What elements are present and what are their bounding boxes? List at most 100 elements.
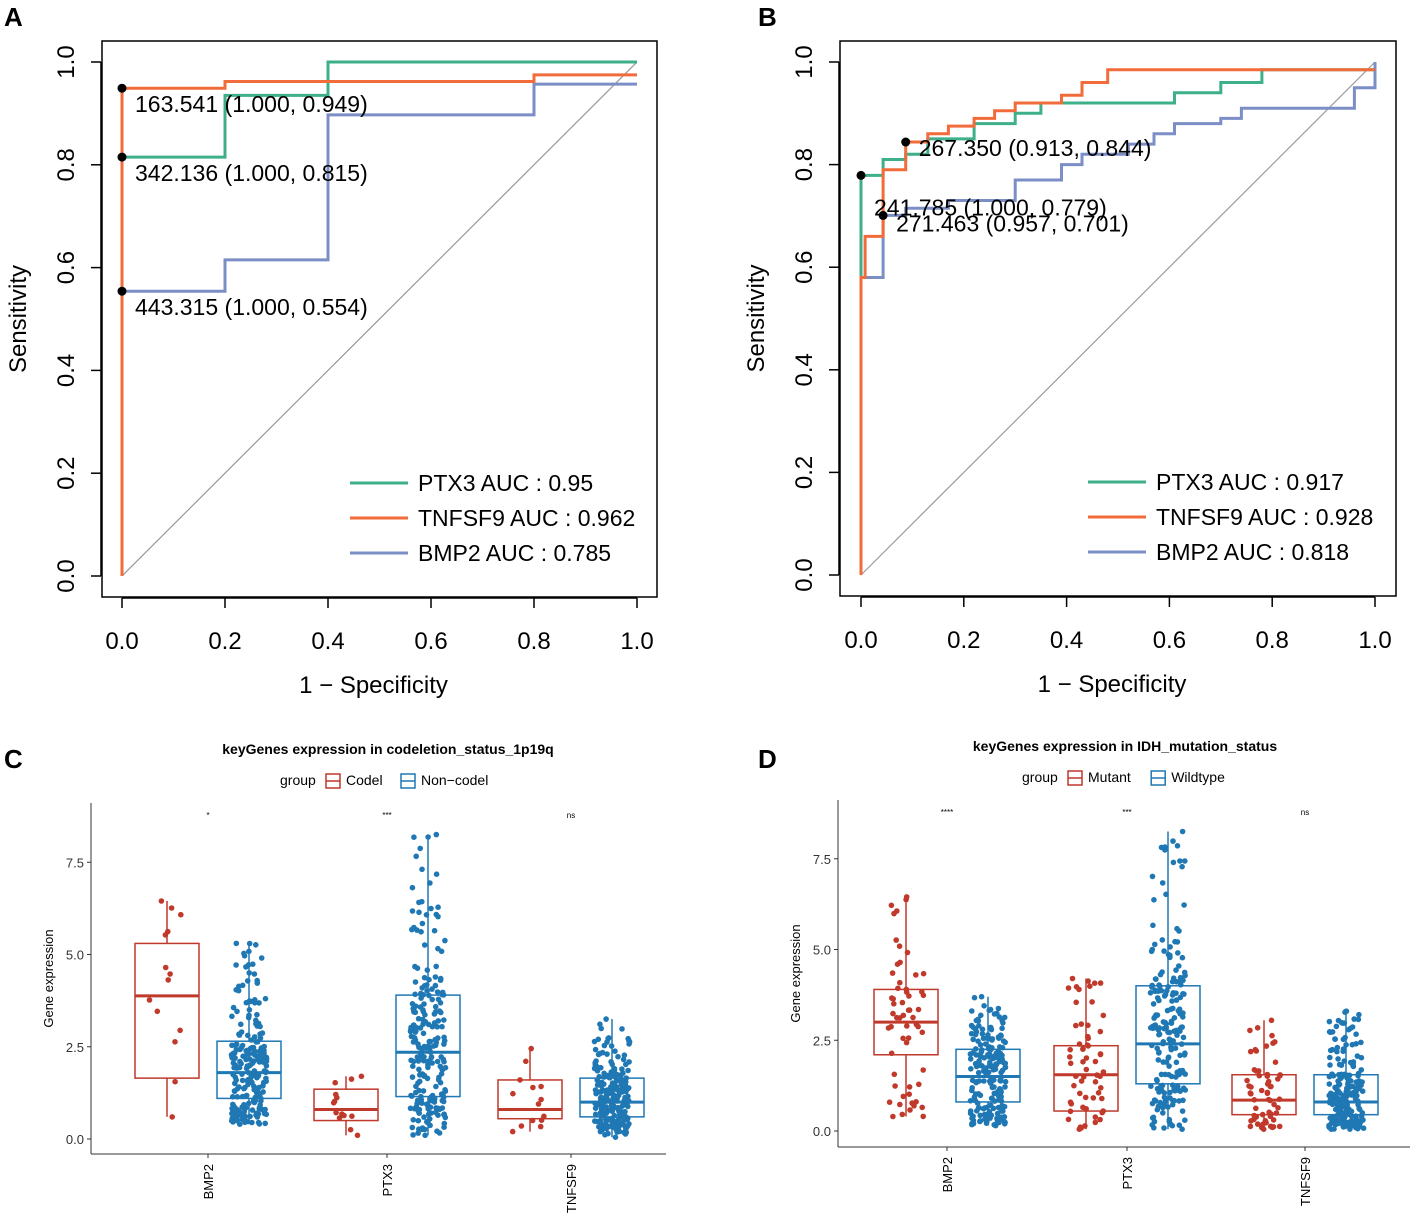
jitter-points (509, 1045, 547, 1135)
data-point (1100, 1069, 1107, 1075)
data-point (439, 991, 446, 998)
data-point (897, 1101, 903, 1108)
data-point (1000, 1038, 1007, 1044)
data-point (1167, 1089, 1173, 1096)
data-point (906, 993, 912, 999)
y-tick-label: 0.0 (53, 559, 80, 592)
data-point (596, 1089, 602, 1095)
data-point (1161, 948, 1167, 954)
data-point (421, 1001, 427, 1007)
data-point (418, 1054, 425, 1060)
data-point (253, 942, 259, 948)
data-point (1001, 1118, 1008, 1125)
data-point (411, 1009, 417, 1015)
data-point (603, 1016, 609, 1022)
legend-label: Mutant (1088, 769, 1131, 785)
data-point (422, 1018, 429, 1025)
data-point (998, 1098, 1005, 1104)
data-point (619, 1089, 626, 1095)
data-point (1353, 1113, 1359, 1119)
data-point (1073, 999, 1079, 1006)
data-point (968, 1030, 975, 1037)
data-point (1172, 938, 1178, 945)
threshold-point (878, 210, 888, 220)
data-point (234, 1086, 241, 1092)
x-tick-label: 0.6 (1153, 627, 1186, 654)
data-point (1002, 1084, 1008, 1090)
data-point (993, 1061, 1000, 1068)
panel-label-a: A (4, 2, 23, 32)
data-point (333, 1109, 339, 1116)
data-point (412, 963, 418, 970)
data-point (172, 1078, 178, 1085)
data-point (1180, 1097, 1186, 1104)
data-point (987, 1044, 993, 1051)
data-point (248, 1075, 254, 1081)
data-point (596, 1124, 602, 1130)
data-point (162, 932, 169, 938)
y-axis-label: Gene expression (788, 924, 803, 1022)
data-point (1078, 1125, 1084, 1131)
data-point (422, 1126, 428, 1133)
x-tick-label: 0.8 (517, 628, 550, 655)
data-point (432, 1009, 439, 1015)
data-point (229, 1115, 236, 1121)
data-point (1148, 1083, 1154, 1089)
data-point (1155, 1057, 1162, 1063)
data-point (354, 1132, 361, 1139)
data-point (1353, 1041, 1359, 1047)
data-point (1327, 1054, 1333, 1061)
data-point (1268, 1017, 1275, 1024)
data-point (978, 993, 985, 1000)
data-point (415, 1041, 421, 1047)
data-point (162, 964, 169, 971)
data-point (1170, 1005, 1176, 1012)
data-point (1176, 1122, 1183, 1128)
data-point (432, 1109, 439, 1116)
data-point (417, 1049, 424, 1056)
data-point (970, 1050, 976, 1056)
data-point (1169, 1082, 1176, 1088)
data-point (421, 1114, 427, 1120)
data-point (1332, 1036, 1338, 1042)
data-point (438, 948, 445, 955)
data-point (415, 1015, 422, 1022)
data-point (230, 1055, 236, 1061)
data-point (621, 1052, 628, 1058)
data-point (1067, 1108, 1074, 1115)
data-point (612, 1048, 618, 1054)
x-tick-label: 0.4 (311, 628, 344, 655)
data-point (971, 994, 978, 1001)
data-point (347, 1126, 354, 1133)
data-point (613, 1074, 619, 1081)
data-point (1166, 1063, 1172, 1069)
data-point (1343, 1042, 1349, 1048)
data-point (1078, 1021, 1085, 1027)
data-point (987, 1115, 993, 1121)
data-point (1154, 1077, 1160, 1084)
data-point (987, 1036, 993, 1042)
data-point (411, 834, 417, 840)
data-point (241, 1101, 247, 1108)
data-point (433, 911, 440, 918)
data-point (603, 1110, 610, 1117)
data-point (530, 1084, 536, 1091)
legend-label: PTX3 AUC : 0.917 (1156, 469, 1344, 495)
data-point (262, 1120, 269, 1127)
data-point (595, 1036, 602, 1043)
data-point (890, 1010, 896, 1017)
data-point (1338, 1099, 1345, 1105)
data-point (1162, 1098, 1169, 1104)
data-point (592, 1105, 599, 1111)
data-point (970, 1117, 977, 1124)
data-point (427, 880, 433, 886)
data-point (419, 920, 426, 927)
data-point (248, 1037, 255, 1043)
data-point (920, 1113, 926, 1120)
data-point (418, 929, 424, 935)
data-point (1275, 1105, 1281, 1111)
data-point (988, 1063, 995, 1070)
data-point (1247, 1048, 1254, 1055)
data-point (998, 1074, 1004, 1080)
data-point (1326, 1018, 1333, 1025)
